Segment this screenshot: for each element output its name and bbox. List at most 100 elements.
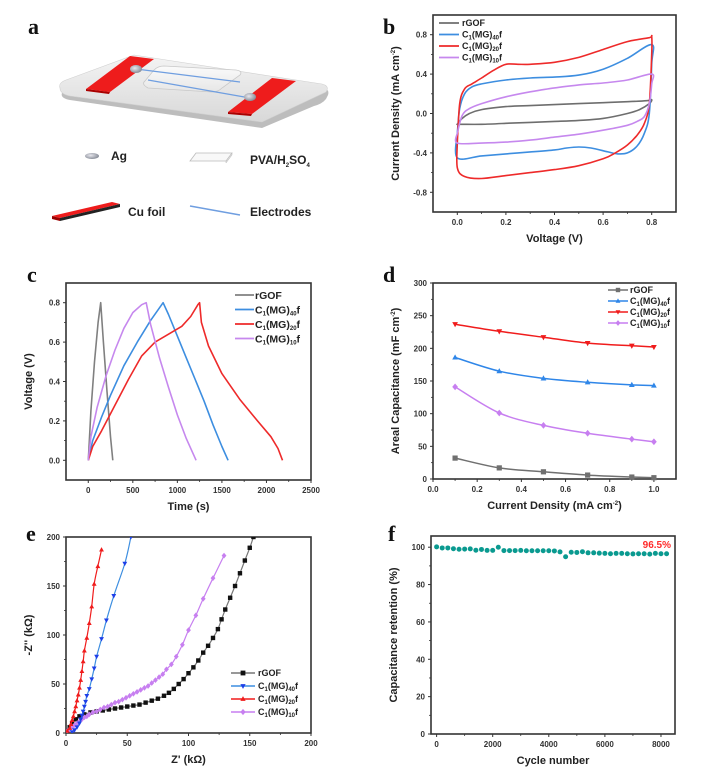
data-point — [196, 658, 201, 663]
copper-foil-icon-bottom — [60, 204, 120, 221]
electrode-line-icon — [189, 205, 241, 216]
data-point — [186, 627, 191, 633]
gcd-curve-0 — [87, 301, 114, 461]
data-point — [445, 545, 451, 551]
data-point — [72, 722, 77, 729]
data-point — [69, 717, 75, 723]
data-point — [221, 552, 227, 559]
data-point — [84, 635, 90, 640]
data-point — [540, 375, 547, 381]
data-point — [223, 607, 228, 612]
legend-marker — [615, 320, 621, 326]
data-point — [512, 548, 518, 554]
copper-foil-icon — [52, 202, 120, 218]
legend-cu-label: Cu foil — [128, 205, 165, 219]
x-axis-label: Time (s) — [168, 501, 210, 513]
x-tick-label: 0.0 — [452, 218, 464, 227]
data-point — [496, 368, 503, 374]
schematic-legend: Ag PVA/H2SO4 Cu foil Electrodes — [52, 149, 312, 221]
data-point — [579, 549, 585, 555]
data-point — [130, 690, 136, 697]
panel-label-b: b — [383, 14, 395, 39]
y-tick-label: 20 — [416, 693, 425, 702]
panel-e: e 0 50 100 150 200 0 50 100 150 200 Z' (kΩ) -Z'' (kΩ… — [23, 521, 318, 766]
y-tick-label: 150 — [414, 377, 428, 386]
data-point — [108, 701, 114, 708]
data-point — [111, 594, 117, 599]
y-axis-label: Areal Capacitance (mF cm-2) — [390, 307, 402, 454]
x-tick-label: 4000 — [540, 740, 558, 749]
panel-a: a Ag PVA/H2SO4 — [28, 14, 329, 221]
x-tick-label: 0.6 — [560, 485, 572, 494]
data-point — [484, 547, 490, 553]
data-point — [95, 563, 101, 569]
data-point — [585, 472, 591, 478]
panel-c: c 0 500 1000 1500 2000 2500 0.0 0.2 0.4 0.6 0.8 Time… — [23, 262, 320, 513]
x-tick-label: 1.0 — [648, 485, 660, 494]
x-axis-label: Z' (kΩ) — [171, 754, 206, 766]
y-tick-label: 300 — [414, 279, 428, 288]
data-point — [155, 696, 161, 701]
data-point — [664, 551, 670, 557]
panel-b: b 0.0 0.2 0.4 0.6 0.8 -0.8 -0.4 0.0 0.4 0.8 Voltage… — [383, 14, 677, 245]
data-point — [84, 694, 90, 699]
legend-label: C1(MG)10f — [462, 53, 503, 65]
data-point — [74, 725, 80, 730]
data-point — [237, 571, 243, 576]
data-point — [91, 581, 97, 586]
data-point — [80, 658, 86, 664]
nyquist-series-0 — [66, 537, 256, 733]
legend-label: C1(MG)10f — [255, 334, 301, 347]
y-tick-label: 80 — [416, 581, 425, 590]
data-point — [138, 687, 144, 693]
x-tick-label: 1500 — [213, 486, 231, 495]
x-tick-label: 0.6 — [598, 218, 610, 227]
data-point — [628, 381, 635, 387]
data-point — [123, 694, 129, 701]
electrode-line-2 — [147, 79, 251, 99]
legend-marker — [240, 670, 246, 676]
data-point — [97, 706, 103, 713]
data-point — [636, 551, 642, 557]
data-point — [122, 561, 128, 567]
data-point — [628, 435, 635, 443]
data-point — [535, 548, 541, 554]
data-point — [73, 717, 78, 722]
panel-label-f: f — [388, 521, 396, 546]
data-point — [78, 677, 84, 682]
data-point — [647, 551, 653, 557]
legend-marker — [240, 708, 246, 716]
legend-marker — [615, 298, 621, 303]
data-point — [72, 708, 77, 714]
legend-label: C1(MG)40f — [630, 296, 671, 308]
data-point — [574, 549, 580, 555]
data-point — [651, 438, 657, 446]
y-axis-label: Voltage (V) — [23, 353, 35, 410]
data-point — [495, 544, 501, 550]
data-point — [166, 690, 172, 696]
x-tick-label: 150 — [243, 739, 257, 748]
data-point — [563, 554, 569, 560]
y-axis-label: Capacitance retention (%) — [388, 567, 400, 702]
data-point — [68, 721, 74, 726]
x-tick-label: 0.0 — [427, 485, 439, 494]
nyquist-line — [71, 537, 132, 733]
gel-block-icon-side — [225, 152, 233, 164]
data-point — [86, 711, 92, 718]
data-point — [156, 674, 162, 680]
data-point — [160, 671, 166, 678]
data-point — [145, 683, 151, 689]
data-point — [193, 612, 199, 619]
data-point — [619, 550, 625, 556]
y-tick-label: 0.2 — [49, 417, 61, 426]
y-tick-label: 100 — [412, 543, 426, 552]
data-point — [651, 344, 657, 351]
y-tick-label: 100 — [414, 410, 428, 419]
panel-label-d: d — [383, 262, 395, 287]
data-point — [90, 709, 96, 716]
data-point — [467, 546, 473, 552]
x-tick-label: 0 — [434, 740, 439, 749]
data-point — [181, 676, 186, 682]
data-point — [129, 537, 133, 540]
x-tick-label: 0.8 — [646, 218, 658, 227]
